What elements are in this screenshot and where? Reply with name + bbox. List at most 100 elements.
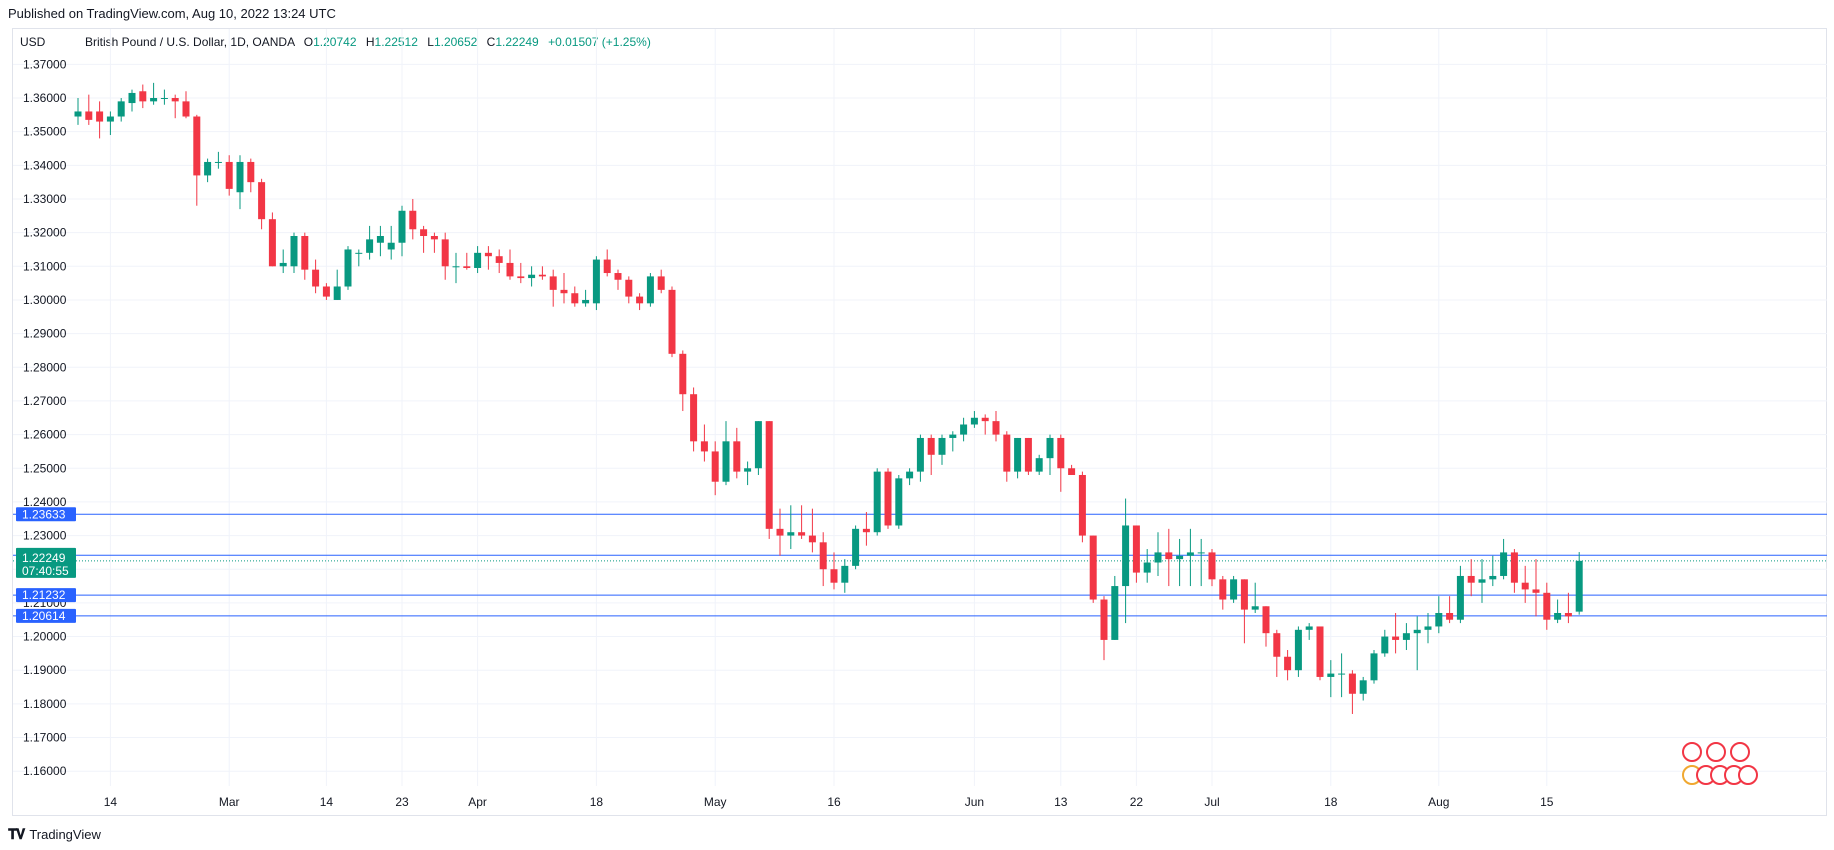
candle-body — [1327, 673, 1335, 677]
event-flag-gb[interactable] — [1706, 742, 1726, 762]
candle-body — [1381, 636, 1389, 654]
candle-body — [1510, 552, 1518, 583]
x-tick-label: 15 — [1540, 795, 1554, 809]
candle-body — [430, 236, 438, 240]
y-tick-label: 1.25000 — [23, 461, 67, 475]
x-tick-label: Mar — [219, 795, 240, 809]
candle-body — [279, 262, 287, 267]
candle-body — [992, 421, 1000, 435]
x-tick-label: 18 — [1324, 795, 1338, 809]
candle-body — [366, 239, 374, 253]
currency-label: USD — [20, 35, 46, 49]
candle-body — [1132, 525, 1140, 573]
close-value: C1.22249 — [487, 35, 539, 49]
x-tick-label: 22 — [1130, 795, 1144, 809]
candle-body — [117, 101, 125, 117]
y-tick-label: 1.24000 — [23, 495, 67, 509]
candle-body — [949, 434, 957, 438]
y-tick-label: 1.30000 — [23, 293, 67, 307]
candle-body — [301, 236, 309, 270]
candle-body — [268, 219, 276, 267]
candle-body — [808, 535, 816, 543]
y-tick-label: 1.32000 — [23, 226, 67, 240]
candle-body — [852, 528, 860, 566]
high-label: H — [365, 35, 375, 49]
candle-body — [1316, 626, 1324, 677]
symbol-label: British Pound / U.S. Dollar, 1D, OANDA — [85, 35, 295, 49]
open-value: O1.20742 — [304, 35, 357, 49]
candle-body — [1402, 633, 1410, 640]
candle-body — [1240, 579, 1248, 610]
candle-body — [981, 417, 989, 422]
y-tick-label: 1.16000 — [23, 764, 67, 778]
candle-body — [1197, 552, 1205, 554]
x-tick-label: 14 — [320, 795, 334, 809]
candle-body — [646, 276, 654, 304]
y-tick-label: 1.29000 — [23, 327, 67, 341]
x-axis: 14 Mar 14 23 Apr 18 May 16 Jun 13 22 Jul 18 Aug 15 — [104, 795, 1554, 809]
candle-body — [1348, 673, 1356, 694]
y-tick-label: 1.17000 — [23, 731, 67, 745]
candle-body — [1143, 562, 1151, 573]
candles — [74, 82, 1583, 714]
event-flags[interactable] — [1682, 742, 1758, 785]
candle-body — [560, 289, 568, 294]
change-value: +0.01507 (+1.25%) — [548, 35, 651, 49]
event-flag-us[interactable] — [1682, 742, 1702, 762]
candle-body — [1003, 434, 1011, 472]
candle-body — [1176, 555, 1184, 560]
candle-body — [927, 437, 935, 455]
candle-body — [528, 274, 536, 279]
candle-body — [1392, 636, 1400, 640]
candle-body — [1424, 626, 1432, 630]
candle-body — [1057, 437, 1065, 469]
candle-body — [409, 210, 417, 230]
y-tick-label: 1.27000 — [23, 394, 67, 408]
candle-body — [441, 239, 449, 267]
candle-body — [236, 161, 244, 193]
candle-body — [1046, 437, 1054, 459]
horizontal-lines — [13, 513, 1827, 617]
x-tick-label: Aug — [1428, 795, 1449, 809]
candle-body — [398, 210, 406, 243]
candle-body — [74, 111, 82, 117]
candle-body — [182, 101, 190, 117]
candle-body — [1014, 437, 1022, 472]
event-flag-us[interactable] — [1738, 765, 1758, 785]
candle-body — [484, 252, 492, 257]
candle-body — [895, 478, 903, 526]
open-label: O — [303, 35, 314, 49]
candle-body — [1305, 626, 1313, 630]
candle-body — [1284, 656, 1292, 671]
candle-body — [636, 296, 644, 304]
candle-body — [1208, 552, 1216, 580]
y-tick-label: 1.28000 — [23, 360, 67, 374]
candle-body — [1251, 606, 1259, 610]
candle-body — [841, 565, 849, 583]
y-tick-label: 1.36000 — [23, 91, 67, 105]
y-tick-label: 1.18000 — [23, 697, 67, 711]
x-tick-label: 16 — [827, 795, 841, 809]
candle-body — [1294, 629, 1302, 671]
y-tick-label: 1.35000 — [23, 125, 67, 139]
candle-body — [506, 262, 514, 277]
x-tick-label: 14 — [104, 795, 118, 809]
candle-body — [1413, 629, 1421, 634]
level-badge — [16, 507, 76, 522]
candle-body — [1219, 579, 1227, 600]
candle-body — [247, 161, 255, 183]
candle-body — [884, 471, 892, 526]
close-label: C — [486, 35, 496, 49]
candle-body — [733, 441, 741, 472]
last-price-badge — [16, 547, 76, 578]
candle-body — [765, 421, 773, 529]
close-number: 1.22249 — [495, 35, 539, 49]
level-badge — [16, 588, 76, 603]
candle-body — [819, 542, 827, 570]
event-flag-gb[interactable] — [1730, 742, 1750, 762]
candle-body — [1543, 592, 1551, 620]
chart-legend: British Pound / U.S. Dollar, 1D, OANDA O… — [85, 35, 651, 49]
candle-body — [1024, 437, 1032, 472]
candle-body — [1359, 680, 1367, 694]
